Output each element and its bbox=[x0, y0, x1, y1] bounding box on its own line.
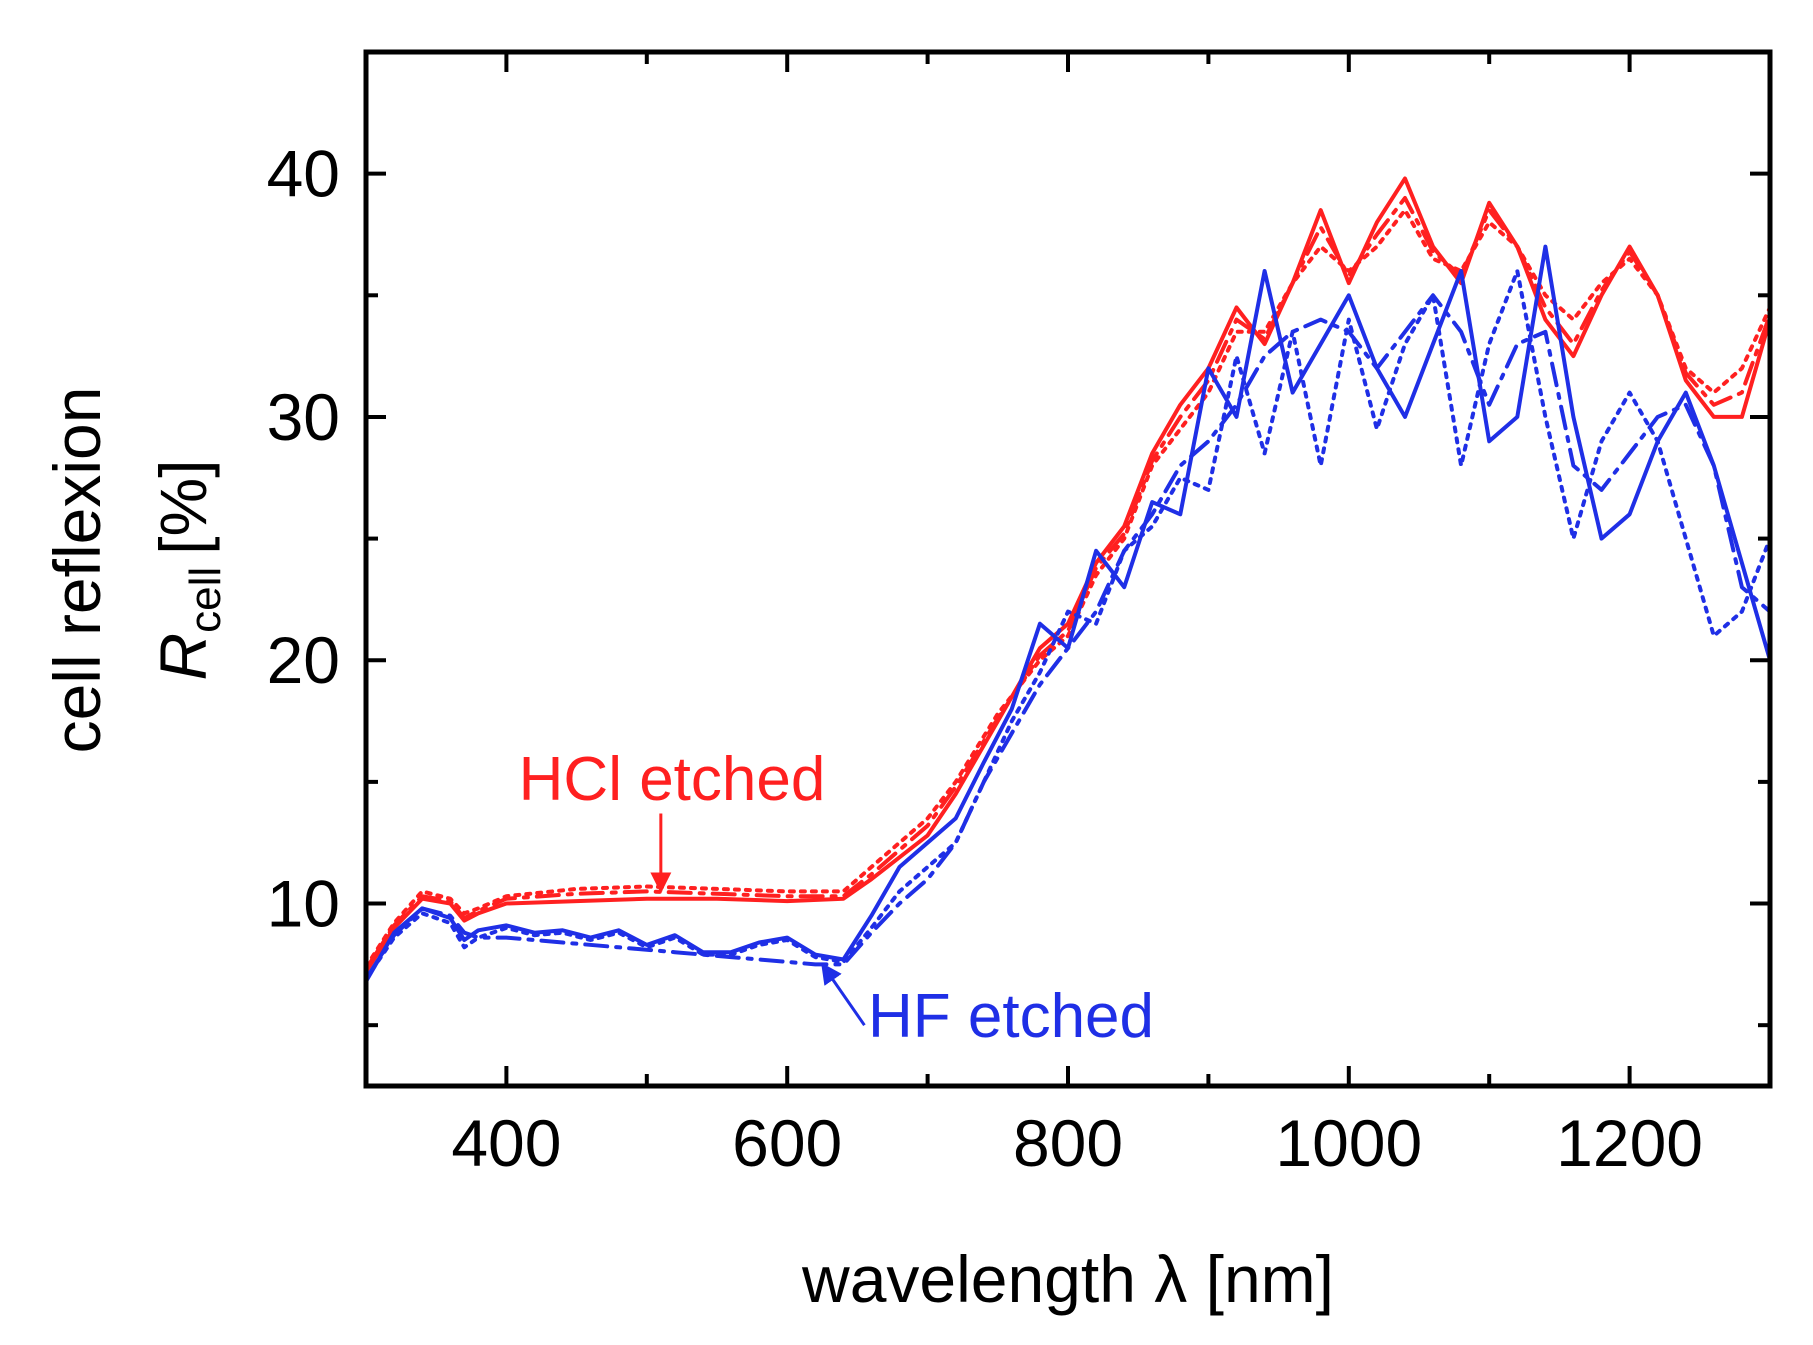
x-tick-label-600: 600 bbox=[732, 1106, 842, 1180]
series-layer bbox=[366, 176, 1770, 984]
annotation-hf-arrow bbox=[821, 962, 866, 1027]
y-axis-label-line1: cell reflexion bbox=[40, 387, 114, 754]
plot-frame bbox=[363, 49, 1773, 1089]
series-line-4-hf-etched-dotted bbox=[366, 269, 1770, 981]
y-axis-label-subscript: cell bbox=[181, 567, 230, 633]
annotation-hcl-etched: HCl etched bbox=[519, 745, 826, 814]
series-line-0-hcl-etched-solid bbox=[366, 176, 1770, 974]
y-tick-label-10: 10 bbox=[267, 867, 340, 941]
x-tick-label-1200: 1200 bbox=[1556, 1106, 1703, 1180]
series-line-5-hf-etched-dashdot bbox=[366, 293, 1770, 981]
y-axis-label-line2: Rcell [%] bbox=[146, 459, 230, 680]
y-tick-label-30: 30 bbox=[267, 380, 340, 454]
x-tick-label-800: 800 bbox=[1013, 1106, 1123, 1180]
y-axis-label: cell reflexion Rcell [%] bbox=[40, 387, 230, 754]
ticks-layer: 400 600 800 1000 1200 10 20 30 40 bbox=[267, 52, 1770, 1180]
series-line-2-hcl-etched-dashdot bbox=[366, 196, 1770, 972]
y-axis-label-unit: [%] bbox=[146, 459, 220, 554]
y-axis-label-symbol: R bbox=[146, 633, 220, 681]
annotation-layer: HCl etched HF etched bbox=[519, 745, 1154, 1051]
y-tick-label-20: 20 bbox=[267, 623, 340, 697]
x-axis-label: wavelength λ [nm] bbox=[801, 1242, 1334, 1316]
annotation-hf-etched: HF etched bbox=[868, 982, 1154, 1051]
series-line-3-hf-etched-solid bbox=[366, 244, 1770, 984]
x-tick-label-400: 400 bbox=[451, 1106, 561, 1180]
y-tick-label-40: 40 bbox=[267, 137, 340, 211]
x-tick-label-1000: 1000 bbox=[1275, 1106, 1422, 1180]
